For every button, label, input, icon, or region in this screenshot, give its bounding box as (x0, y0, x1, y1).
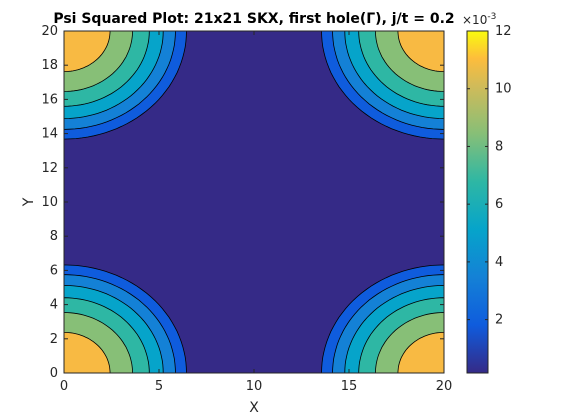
contour-region-bottom-right-6 (397, 332, 445, 374)
y-tick-label: 10 (41, 195, 58, 210)
colorbar-tick-label: 10 (495, 82, 512, 97)
plot-area: 0 5 10 15 20 0 2 4 6 8 10 12 14 16 18 20 (41, 24, 452, 394)
x-tick-label: 5 (155, 379, 163, 394)
colorbar-tick-label: 8 (495, 139, 503, 154)
x-tick-label: 20 (436, 379, 453, 394)
y-tick-label: 12 (41, 161, 58, 176)
colorbar-exponent: ×10-3 (462, 12, 496, 27)
contour-region-bottom-left-6 (63, 332, 111, 374)
contour-region-top-right-6 (397, 30, 445, 72)
x-axis-label: X (249, 400, 259, 416)
colorbar-tick-label: 6 (495, 197, 503, 212)
x-axis-ticks: 0 5 10 15 20 (60, 31, 452, 394)
colorbar: 2 4 6 8 10 12 ×10-3 (462, 12, 512, 374)
y-tick-label: 4 (50, 298, 58, 313)
y-tick-label: 16 (41, 92, 58, 107)
colorbar-tick-label: 2 (495, 313, 503, 328)
x-tick-label: 0 (60, 379, 68, 394)
x-tick-label: 10 (246, 379, 263, 394)
y-tick-label: 18 (41, 58, 58, 73)
contour-region-top-left-6 (63, 30, 111, 72)
colorbar-tick-label: 4 (495, 255, 503, 270)
chart-title: Psi Squared Plot: 21x21 SKX, first hole(… (53, 11, 454, 27)
y-tick-label: 6 (50, 263, 58, 278)
colorbar-ticks: 2 4 6 8 10 12 (467, 24, 512, 328)
colorbar-tick-label: 12 (495, 24, 512, 39)
x-tick-label: 15 (341, 379, 358, 394)
y-tick-label: 8 (50, 229, 58, 244)
y-tick-label: 20 (41, 24, 58, 39)
y-axis-label: Y (21, 197, 37, 207)
y-axis-ticks: 0 2 4 6 8 10 12 14 16 18 20 (41, 24, 444, 381)
colorbar-gradient (466, 30, 489, 374)
y-tick-label: 0 (50, 366, 58, 381)
contour-fills (63, 30, 445, 374)
y-tick-label: 14 (41, 127, 58, 142)
y-tick-label: 2 (50, 332, 58, 347)
